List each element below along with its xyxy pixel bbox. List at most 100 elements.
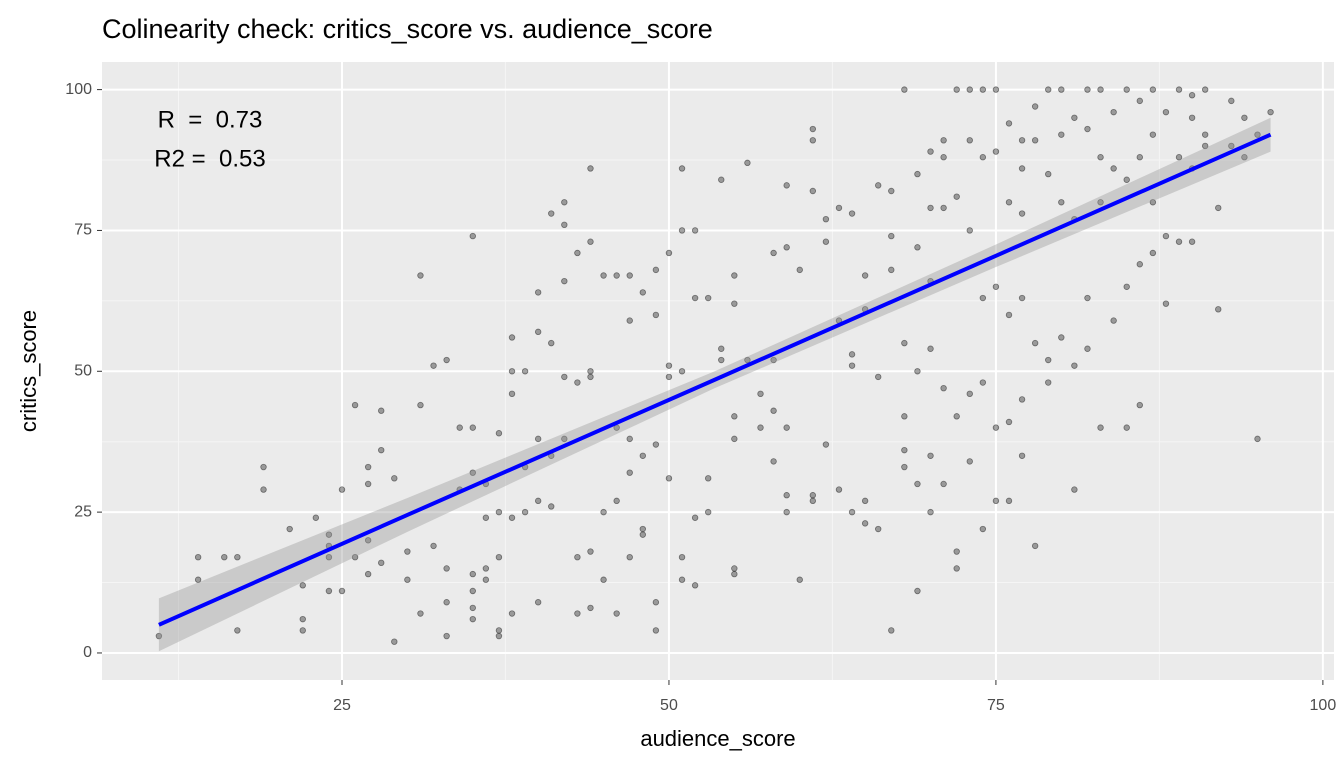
point bbox=[835, 486, 843, 493]
point bbox=[731, 570, 738, 578]
point bbox=[822, 215, 830, 223]
point bbox=[430, 362, 437, 369]
y-tick-label: 0 bbox=[83, 644, 92, 661]
point bbox=[1136, 154, 1143, 161]
point bbox=[1149, 199, 1157, 206]
point bbox=[927, 345, 934, 352]
point bbox=[495, 508, 503, 516]
point bbox=[561, 221, 568, 229]
point bbox=[626, 435, 633, 443]
point bbox=[639, 452, 646, 459]
point bbox=[221, 553, 228, 561]
point bbox=[1058, 131, 1065, 138]
point bbox=[613, 272, 620, 279]
point bbox=[1005, 418, 1013, 426]
point bbox=[704, 294, 712, 302]
point bbox=[1162, 232, 1170, 240]
point bbox=[587, 165, 594, 172]
point bbox=[1267, 108, 1274, 116]
point bbox=[587, 368, 594, 375]
point bbox=[1110, 108, 1117, 116]
y-tick-label: 25 bbox=[74, 503, 92, 520]
point bbox=[1241, 114, 1248, 121]
point bbox=[194, 576, 202, 583]
point bbox=[901, 339, 908, 347]
point bbox=[822, 441, 830, 448]
point bbox=[338, 587, 346, 595]
point bbox=[1201, 131, 1209, 138]
point bbox=[495, 553, 503, 561]
point bbox=[1018, 396, 1026, 403]
point bbox=[744, 356, 751, 364]
point bbox=[1123, 86, 1130, 93]
point bbox=[587, 238, 594, 245]
point bbox=[691, 582, 699, 589]
point bbox=[378, 446, 385, 454]
y-tick-label: 100 bbox=[65, 81, 92, 98]
confidence-band bbox=[158, 117, 1271, 652]
point bbox=[508, 368, 516, 375]
point bbox=[260, 463, 267, 471]
point bbox=[260, 486, 267, 493]
point bbox=[482, 576, 490, 583]
point bbox=[691, 294, 699, 302]
point bbox=[299, 582, 306, 589]
point bbox=[888, 266, 895, 274]
point bbox=[299, 627, 306, 634]
point bbox=[534, 289, 542, 296]
point bbox=[495, 627, 503, 634]
point bbox=[430, 542, 437, 550]
point bbox=[678, 368, 686, 375]
point bbox=[718, 176, 725, 183]
point bbox=[1018, 210, 1026, 217]
point bbox=[1215, 306, 1222, 313]
point bbox=[731, 272, 738, 279]
point bbox=[1045, 379, 1052, 386]
point bbox=[417, 272, 424, 279]
point bbox=[744, 159, 751, 167]
point bbox=[770, 407, 777, 414]
point bbox=[1045, 356, 1052, 364]
point bbox=[534, 497, 542, 505]
point bbox=[861, 272, 869, 279]
point bbox=[940, 204, 947, 212]
point bbox=[992, 424, 1000, 431]
point bbox=[443, 599, 450, 606]
point bbox=[665, 249, 673, 257]
y-axis-title: critics_score bbox=[16, 310, 41, 432]
point bbox=[1110, 317, 1117, 324]
point bbox=[469, 615, 476, 623]
point bbox=[757, 424, 764, 431]
point bbox=[364, 480, 372, 488]
x-tick-label: 75 bbox=[987, 697, 1005, 714]
point bbox=[443, 356, 450, 364]
point bbox=[351, 553, 359, 561]
point bbox=[521, 508, 529, 516]
point bbox=[338, 486, 346, 493]
point bbox=[1031, 339, 1039, 347]
point bbox=[901, 463, 908, 471]
annotation: R = 0.73 bbox=[158, 106, 263, 133]
point bbox=[548, 210, 555, 217]
point bbox=[600, 508, 607, 516]
point bbox=[469, 570, 476, 578]
point bbox=[1084, 125, 1091, 133]
point bbox=[600, 576, 607, 583]
point bbox=[835, 204, 843, 212]
point bbox=[1058, 86, 1065, 93]
point bbox=[1084, 86, 1091, 93]
point bbox=[861, 520, 869, 527]
point bbox=[404, 576, 411, 583]
point bbox=[652, 599, 660, 606]
point bbox=[796, 266, 803, 274]
point bbox=[1149, 131, 1157, 138]
point bbox=[1097, 424, 1104, 431]
point bbox=[1228, 142, 1235, 150]
point bbox=[404, 548, 411, 555]
point bbox=[822, 238, 830, 245]
point bbox=[992, 497, 1000, 505]
point bbox=[809, 125, 817, 133]
point bbox=[783, 182, 790, 189]
point bbox=[783, 244, 790, 251]
point bbox=[587, 548, 594, 555]
